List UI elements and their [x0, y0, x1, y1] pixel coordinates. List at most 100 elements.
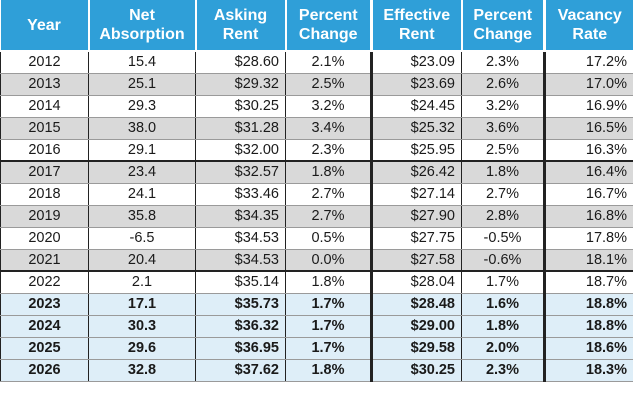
- cell-vacancy-rate: 17.8%: [543, 227, 633, 250]
- header-year: Year: [0, 0, 90, 52]
- cell-year: 2019: [0, 205, 89, 228]
- cell-year: 2021: [0, 249, 89, 272]
- header-effective-rent: Effective Rent: [370, 0, 463, 52]
- cell-asking-percent-change: 2.3%: [285, 139, 372, 162]
- cell-year: 2013: [0, 73, 89, 96]
- cell-effective-percent-change: 2.3%: [461, 359, 545, 382]
- cell-net-absorption: 29.3: [88, 95, 196, 118]
- cell-asking-rent: $30.25: [195, 95, 286, 118]
- cell-asking-rent: $32.00: [195, 139, 286, 162]
- cell-vacancy-rate: 18.8%: [543, 293, 633, 316]
- cell-year: 2020: [0, 227, 89, 250]
- cell-net-absorption: 29.1: [88, 139, 196, 162]
- cell-vacancy-rate: 18.1%: [543, 249, 633, 272]
- cell-effective-rent: $25.95: [370, 139, 462, 162]
- cell-effective-rent: $26.42: [370, 160, 462, 184]
- table-row: 2026 32.8 $37.62 1.8% $30.25 2.3% 18.3%: [0, 359, 633, 382]
- table-row: 2023 17.1 $35.73 1.7% $28.48 1.6% 18.8%: [0, 293, 633, 316]
- cell-year: 2014: [0, 95, 89, 118]
- cell-effective-rent: $29.00: [370, 315, 462, 338]
- cell-asking-rent: $34.53: [195, 227, 286, 250]
- table-body: 2012 15.4 $28.60 2.1% $23.09 2.3% 17.2% 2013 25.…: [0, 51, 633, 382]
- cell-asking-rent: $36.32: [195, 315, 286, 338]
- cell-effective-percent-change: 2.7%: [461, 183, 545, 206]
- cell-asking-percent-change: 3.4%: [285, 117, 372, 140]
- cell-vacancy-rate: 16.3%: [543, 139, 633, 162]
- cell-effective-rent: $28.48: [370, 293, 462, 316]
- table-row: 2012 15.4 $28.60 2.1% $23.09 2.3% 17.2%: [0, 51, 633, 74]
- cell-asking-percent-change: 1.7%: [285, 293, 372, 316]
- cell-year: 2025: [0, 337, 89, 360]
- cell-net-absorption: 30.3: [88, 315, 196, 338]
- header-asking-rent: Asking Rent: [194, 0, 287, 52]
- cell-effective-rent: $27.14: [370, 183, 462, 206]
- cell-effective-percent-change: 3.6%: [461, 117, 545, 140]
- cell-year: 2023: [0, 293, 89, 316]
- cell-net-absorption: 15.4: [88, 51, 196, 74]
- cell-net-absorption: 32.8: [88, 359, 196, 382]
- cell-asking-percent-change: 2.1%: [285, 51, 372, 74]
- cell-year: 2012: [0, 51, 89, 74]
- cell-vacancy-rate: 18.7%: [543, 270, 633, 294]
- cell-vacancy-rate: 16.4%: [543, 160, 633, 184]
- header-net-absorption: Net Absorption: [87, 0, 197, 52]
- cell-net-absorption: 35.8: [88, 205, 196, 228]
- cell-effective-rent: $23.09: [370, 51, 462, 74]
- table-row: 2025 29.6 $36.95 1.7% $29.58 2.0% 18.6%: [0, 337, 633, 360]
- cell-year: 2017: [0, 160, 89, 184]
- cell-effective-percent-change: 3.2%: [461, 95, 545, 118]
- cell-effective-percent-change: 2.0%: [461, 337, 545, 360]
- cell-vacancy-rate: 18.6%: [543, 337, 633, 360]
- cell-asking-percent-change: 1.8%: [285, 270, 372, 294]
- cell-year: 2015: [0, 117, 89, 140]
- cell-year: 2022: [0, 270, 89, 294]
- rent-forecast-table: Year Net Absorption Asking Rent Percent …: [0, 0, 633, 382]
- cell-vacancy-rate: 18.3%: [543, 359, 633, 382]
- cell-effective-rent: $29.58: [370, 337, 462, 360]
- cell-effective-rent: $27.90: [370, 205, 462, 228]
- cell-effective-percent-change: -0.5%: [461, 227, 545, 250]
- cell-effective-rent: $23.69: [370, 73, 462, 96]
- cell-asking-percent-change: 1.7%: [285, 337, 372, 360]
- cell-net-absorption: 25.1: [88, 73, 196, 96]
- table-row: 2024 30.3 $36.32 1.7% $29.00 1.8% 18.8%: [0, 315, 633, 338]
- cell-effective-percent-change: 2.5%: [461, 139, 545, 162]
- cell-asking-rent: $34.35: [195, 205, 286, 228]
- cell-year: 2016: [0, 139, 89, 162]
- table-row: 2022 2.1 $35.14 1.8% $28.04 1.7% 18.7%: [0, 270, 633, 294]
- cell-effective-rent: $27.58: [370, 249, 462, 272]
- cell-asking-rent: $28.60: [195, 51, 286, 74]
- cell-effective-percent-change: 1.8%: [461, 160, 545, 184]
- cell-asking-rent: $34.53: [195, 249, 286, 272]
- cell-net-absorption: 29.6: [88, 337, 196, 360]
- table-row: 2020 -6.5 $34.53 0.5% $27.75 -0.5% 17.8%: [0, 227, 633, 250]
- table-row: 2013 25.1 $29.32 2.5% $23.69 2.6% 17.0%: [0, 73, 633, 96]
- table-row: 2015 38.0 $31.28 3.4% $25.32 3.6% 16.5%: [0, 117, 633, 140]
- cell-vacancy-rate: 18.8%: [543, 315, 633, 338]
- table-row: 2017 23.4 $32.57 1.8% $26.42 1.8% 16.4%: [0, 160, 633, 184]
- cell-effective-percent-change: -0.6%: [461, 249, 545, 272]
- header-vacancy-rate: Vacancy Rate: [543, 0, 633, 52]
- cell-effective-percent-change: 1.8%: [461, 315, 545, 338]
- table-row: 2018 24.1 $33.46 2.7% $27.14 2.7% 16.7%: [0, 183, 633, 206]
- cell-effective-rent: $30.25: [370, 359, 462, 382]
- cell-effective-rent: $25.32: [370, 117, 462, 140]
- header-row: Year Net Absorption Asking Rent Percent …: [0, 0, 633, 52]
- cell-effective-percent-change: 2.8%: [461, 205, 545, 228]
- cell-net-absorption: 24.1: [88, 183, 196, 206]
- cell-year: 2018: [0, 183, 89, 206]
- cell-net-absorption: -6.5: [88, 227, 196, 250]
- header-effective-percent-change: Percent Change: [460, 0, 546, 52]
- cell-asking-rent: $35.14: [195, 270, 286, 294]
- cell-vacancy-rate: 17.0%: [543, 73, 633, 96]
- cell-year: 2024: [0, 315, 89, 338]
- cell-effective-percent-change: 1.7%: [461, 270, 545, 294]
- cell-asking-percent-change: 2.7%: [285, 183, 372, 206]
- cell-vacancy-rate: 17.2%: [543, 51, 633, 74]
- cell-effective-percent-change: 1.6%: [461, 293, 545, 316]
- cell-year: 2026: [0, 359, 89, 382]
- cell-asking-rent: $29.32: [195, 73, 286, 96]
- cell-asking-rent: $37.62: [195, 359, 286, 382]
- cell-asking-rent: $33.46: [195, 183, 286, 206]
